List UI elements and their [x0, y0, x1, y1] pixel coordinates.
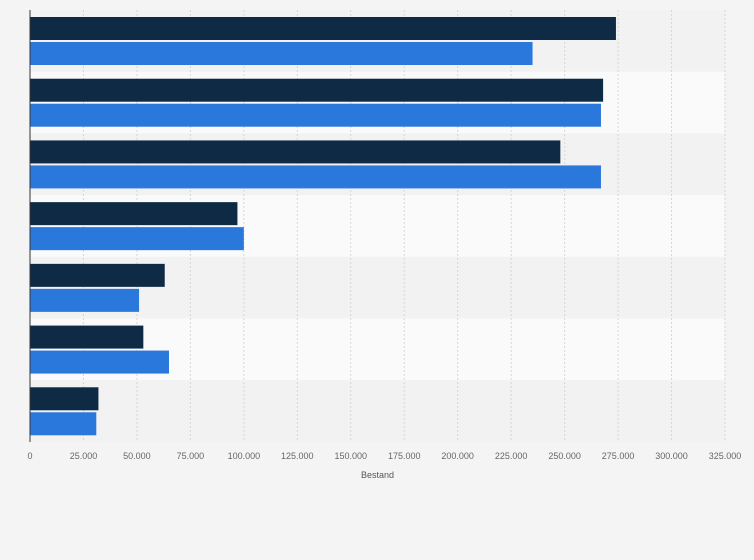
bar-series-2 [30, 288, 140, 312]
bars [30, 17, 616, 436]
bar-series-1 [30, 263, 165, 287]
bar-series-2 [30, 412, 97, 436]
bar-series-2 [30, 165, 601, 189]
x-tick-label: 0 [27, 451, 32, 461]
x-tick-label: 50.000 [123, 451, 151, 461]
bar-series-1 [30, 140, 561, 164]
x-tick-label: 75.000 [177, 451, 205, 461]
bar-series-1 [30, 387, 99, 411]
x-tick-label: 325.000 [709, 451, 742, 461]
bar-series-2 [30, 350, 169, 374]
bar-series-2 [30, 103, 601, 127]
x-tick-label: 300.000 [655, 451, 688, 461]
row-band [30, 380, 725, 442]
x-tick-label: 25.000 [70, 451, 98, 461]
x-tick-label: 125.000 [281, 451, 314, 461]
x-tick-label: 100.000 [228, 451, 261, 461]
row-bands [30, 10, 725, 442]
x-tick-labels: 0 25.000 50.000 75.000 100.000 125.000 150.000… [27, 451, 741, 461]
bar-series-1 [30, 202, 238, 226]
x-axis-label: Bestand [361, 470, 394, 480]
bar-series-2 [30, 42, 533, 65]
x-tick-label: 225.000 [495, 451, 528, 461]
bar-series-1 [30, 17, 616, 40]
bar-series-1 [30, 325, 144, 349]
x-tick-label: 150.000 [334, 451, 367, 461]
x-tick-label: 175.000 [388, 451, 421, 461]
x-tick-label: 250.000 [548, 451, 581, 461]
bar-series-1 [30, 78, 604, 102]
bar-series-2 [30, 227, 244, 251]
x-tick-label: 200.000 [441, 451, 474, 461]
x-tick-label: 275.000 [602, 451, 635, 461]
